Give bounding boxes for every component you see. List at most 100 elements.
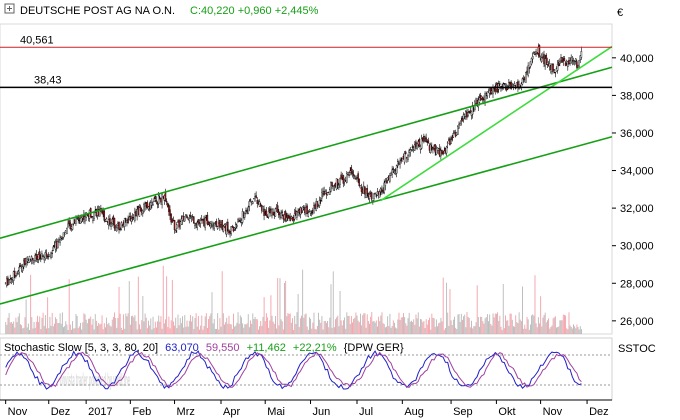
trend-line-upper-channel[interactable]	[0, 66, 613, 239]
volume-bar	[363, 313, 365, 334]
volume-bar	[401, 317, 403, 334]
volume-bar	[406, 325, 408, 334]
candle-body	[346, 173, 348, 183]
candle-body	[557, 62, 560, 67]
volume-bar	[12, 323, 13, 334]
volume-bar	[27, 323, 29, 334]
volume-bar	[413, 319, 415, 334]
volume-bar	[525, 328, 527, 334]
volume-bar	[312, 322, 314, 334]
volume-bar	[523, 328, 525, 334]
volume-bar	[323, 321, 325, 334]
candle-body	[66, 227, 68, 235]
volume-bar	[156, 327, 157, 334]
candle-body	[130, 218, 133, 222]
candle-body	[197, 219, 200, 224]
volume-bar	[508, 325, 510, 334]
candle-body	[350, 167, 353, 173]
volume-bar	[94, 314, 96, 334]
volume-bar	[10, 321, 12, 334]
volume-bar	[506, 320, 508, 334]
volume-bar	[39, 316, 41, 334]
trend-line-steep-trend[interactable]	[380, 45, 613, 202]
candle-body	[429, 144, 432, 153]
volume-bar	[85, 319, 87, 334]
candle-body	[534, 53, 536, 55]
candle-body	[573, 60, 576, 63]
volume-bar	[514, 326, 516, 334]
candle-body	[525, 72, 527, 83]
candle-body	[110, 224, 112, 227]
volume-bar	[375, 320, 377, 334]
volume-bar	[93, 329, 95, 334]
volume-bar	[127, 313, 129, 334]
volume-bar	[409, 321, 411, 334]
candle-body	[32, 258, 34, 261]
candle-body	[538, 45, 541, 57]
volume-bar	[561, 320, 563, 334]
volume-bar	[417, 312, 419, 334]
y-tick-label: 34,000	[620, 166, 654, 178]
expand-icon	[7, 6, 12, 11]
volume-bar	[135, 321, 137, 334]
volume-bar	[68, 279, 70, 334]
volume-bar	[259, 326, 261, 334]
volume-bar	[432, 317, 434, 334]
candle-body	[71, 223, 74, 230]
volume-bar	[167, 326, 169, 334]
trend-line-lower-channel[interactable]	[0, 135, 613, 305]
volume-bar	[381, 312, 383, 334]
volume-bar	[23, 327, 25, 334]
quote-readout: C:40,220 +0,960 +2,445%	[190, 5, 319, 17]
volume-bar	[190, 315, 191, 334]
volume-bar	[384, 327, 386, 334]
volume-bar	[314, 328, 316, 334]
volume-bar	[361, 325, 363, 334]
volume-bar	[177, 314, 179, 334]
volume-bar	[276, 328, 278, 334]
candle-body	[352, 174, 355, 176]
volume-bar	[462, 319, 463, 334]
volume-bar	[394, 322, 395, 334]
volume-bar	[84, 314, 86, 334]
volume-bar	[527, 319, 529, 334]
volume-bar	[408, 312, 410, 334]
volume-bar	[66, 324, 68, 334]
candle-body	[459, 122, 461, 126]
volume-bar	[313, 312, 315, 334]
volume-bar	[284, 282, 285, 334]
volume-bar	[476, 285, 478, 334]
volume-bar	[430, 329, 432, 334]
volume-bar	[237, 312, 239, 334]
candle-body	[375, 195, 378, 197]
volume-bar	[269, 320, 271, 334]
volume-bar	[551, 325, 553, 334]
volume-bar	[173, 321, 174, 334]
volume-bar	[411, 320, 412, 334]
volume-bar	[106, 317, 108, 334]
volume-bar	[61, 312, 63, 334]
volume-bar	[221, 271, 223, 334]
candle-body	[355, 177, 357, 180]
candle-body	[109, 218, 111, 225]
volume-bar	[564, 314, 565, 334]
candle-body	[170, 213, 172, 223]
candle-body	[467, 112, 469, 117]
volume-bar	[148, 320, 149, 334]
volume-bar	[264, 321, 266, 334]
volume-bar	[398, 312, 400, 334]
candle-body	[548, 63, 551, 67]
volume-bar	[152, 316, 154, 334]
candle-body	[533, 51, 535, 54]
volume-bar	[49, 316, 51, 334]
candle-body	[231, 226, 234, 228]
volume-bar	[335, 319, 336, 334]
volume-bar	[579, 326, 581, 334]
candle-body	[339, 177, 341, 185]
volume-bar	[438, 323, 440, 334]
volume-bar	[248, 327, 250, 334]
volume-bar	[358, 322, 360, 334]
candle-body	[169, 209, 171, 216]
volume-bar	[412, 321, 414, 334]
